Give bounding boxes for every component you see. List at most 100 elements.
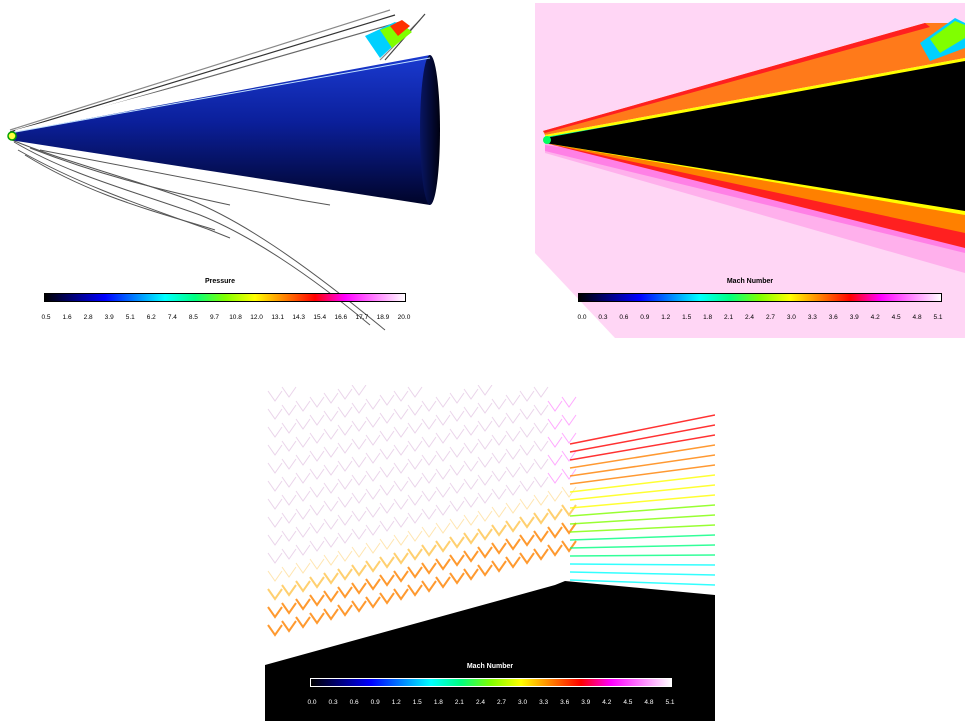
velocity-vector xyxy=(477,474,493,486)
velocity-vector xyxy=(295,490,311,502)
velocity-vector xyxy=(505,394,521,406)
velocity-vector xyxy=(337,478,353,490)
velocity-vector xyxy=(491,452,507,464)
velocity-vector xyxy=(323,572,339,585)
colorbar-tick-label: 17.7 xyxy=(355,314,369,321)
shock-fan-vector xyxy=(569,504,715,517)
velocity-vector xyxy=(365,524,381,536)
colorbar-tick-label: 3.3 xyxy=(539,699,549,706)
colorbar-tick-label: 4.5 xyxy=(623,699,633,706)
colorbar-tick-label: 6.2 xyxy=(146,314,156,321)
shock-fan-vector xyxy=(569,514,715,525)
velocity-vector xyxy=(351,492,367,504)
velocity-vector xyxy=(365,398,381,410)
colorbar-tick-label: 3.9 xyxy=(849,314,859,321)
velocity-vector xyxy=(421,436,437,448)
mach-colorbar-title: Mach Number xyxy=(726,278,774,285)
velocity-vector xyxy=(435,486,451,498)
colorbar-tick-label: 0.0 xyxy=(577,314,587,321)
velocity-vector xyxy=(337,406,353,418)
velocity-vector xyxy=(449,410,465,422)
shock-fan-vector xyxy=(569,474,715,493)
velocity-vector xyxy=(379,574,395,587)
velocity-vector xyxy=(547,418,563,430)
velocity-vector xyxy=(323,410,339,422)
colorbar-tick-label: 3.9 xyxy=(581,699,591,706)
vector-colorbar xyxy=(310,678,672,687)
colorbar-tick-label: 5.1 xyxy=(665,699,675,706)
velocity-vector xyxy=(267,462,283,474)
velocity-vector xyxy=(449,392,465,404)
colorbar-tick-label: 2.4 xyxy=(475,699,485,706)
velocity-vector xyxy=(393,588,409,601)
velocity-vector xyxy=(463,388,479,400)
velocity-vector xyxy=(449,572,465,585)
velocity-vector xyxy=(421,418,437,430)
velocity-vector xyxy=(309,432,325,444)
velocity-vector xyxy=(533,440,549,452)
velocity-vector xyxy=(323,446,339,458)
velocity-vector xyxy=(561,522,577,535)
velocity-vector xyxy=(463,424,479,436)
velocity-vector xyxy=(267,408,283,420)
velocity-vector xyxy=(547,436,563,448)
velocity-vector xyxy=(379,412,395,424)
shock-fan-vector xyxy=(569,554,715,557)
velocity-vector xyxy=(533,458,549,470)
velocity-vector xyxy=(295,544,311,556)
velocity-vector xyxy=(561,540,577,553)
velocity-vector xyxy=(477,528,493,541)
velocity-vector xyxy=(519,426,535,438)
velocity-vector xyxy=(295,526,311,538)
mach-contour-plot xyxy=(535,18,965,338)
velocity-vector xyxy=(421,508,437,520)
velocity-vector xyxy=(505,412,521,424)
colorbar-tick-label: 1.6 xyxy=(62,314,72,321)
colorbar-tick-label: 0.9 xyxy=(640,314,650,321)
velocity-vector xyxy=(421,472,437,484)
colorbar-tick-label: 3.6 xyxy=(828,314,838,321)
shock-fan-vector xyxy=(569,524,715,533)
velocity-vector xyxy=(365,506,381,518)
velocity-vector xyxy=(365,452,381,464)
colorbar-tick-label: 3.0 xyxy=(786,314,796,321)
cone-leading-edge-highlight xyxy=(9,57,431,134)
velocity-vector xyxy=(393,570,409,583)
velocity-vector xyxy=(379,394,395,406)
colorbar-tick-label: 3.3 xyxy=(807,314,817,321)
velocity-vector xyxy=(323,518,339,530)
velocity-vector xyxy=(533,512,549,525)
velocity-vector xyxy=(407,584,423,597)
velocity-vector xyxy=(337,514,353,526)
velocity-vector xyxy=(547,508,563,521)
shock-fan-vector xyxy=(569,414,715,445)
cone-base xyxy=(420,55,440,205)
colorbar-tick-label: 5.1 xyxy=(125,314,135,321)
shock-fan-vector xyxy=(569,434,715,461)
velocity-vector xyxy=(267,552,283,564)
velocity-vector xyxy=(561,468,577,480)
mach-contour-panel: Mach Number 0.0 0.3 0.6 0.9 1.2 1.5 1.8 2.1 2.4 2… xyxy=(535,3,965,338)
colorbar-tick-label: 0.3 xyxy=(328,699,338,706)
velocity-vector xyxy=(281,512,297,524)
velocity-vector xyxy=(491,560,507,573)
velocity-vector xyxy=(281,476,297,488)
velocity-vector xyxy=(309,540,325,552)
velocity-vector xyxy=(519,552,535,565)
shock-fan-vector xyxy=(569,464,715,485)
velocity-vector xyxy=(533,494,549,506)
velocity-vector xyxy=(337,460,353,472)
colorbar-tick-label: 14.3 xyxy=(292,314,306,321)
velocity-vector xyxy=(281,386,297,398)
velocity-vector xyxy=(309,594,325,607)
pressure-colorbar-ticks: 0.5 1.6 2.8 3.9 5.1 6.2 7.4 8.5 9.7 10.8 12.0 13.1 1… xyxy=(41,314,410,324)
pressure-colorbar xyxy=(44,293,406,302)
velocity-vector xyxy=(393,480,409,492)
colorbar-tick-label: 3.9 xyxy=(104,314,114,321)
velocity-vector xyxy=(505,448,521,460)
velocity-vector xyxy=(295,562,311,574)
velocity-vector xyxy=(267,480,283,492)
velocity-vector xyxy=(323,536,339,548)
mach-vector-panel: Mach Number 0.0 0.3 0.6 0.9 1.2 1.5 1.8 2.1 2.4 2… xyxy=(265,385,715,721)
velocity-vector xyxy=(421,454,437,466)
